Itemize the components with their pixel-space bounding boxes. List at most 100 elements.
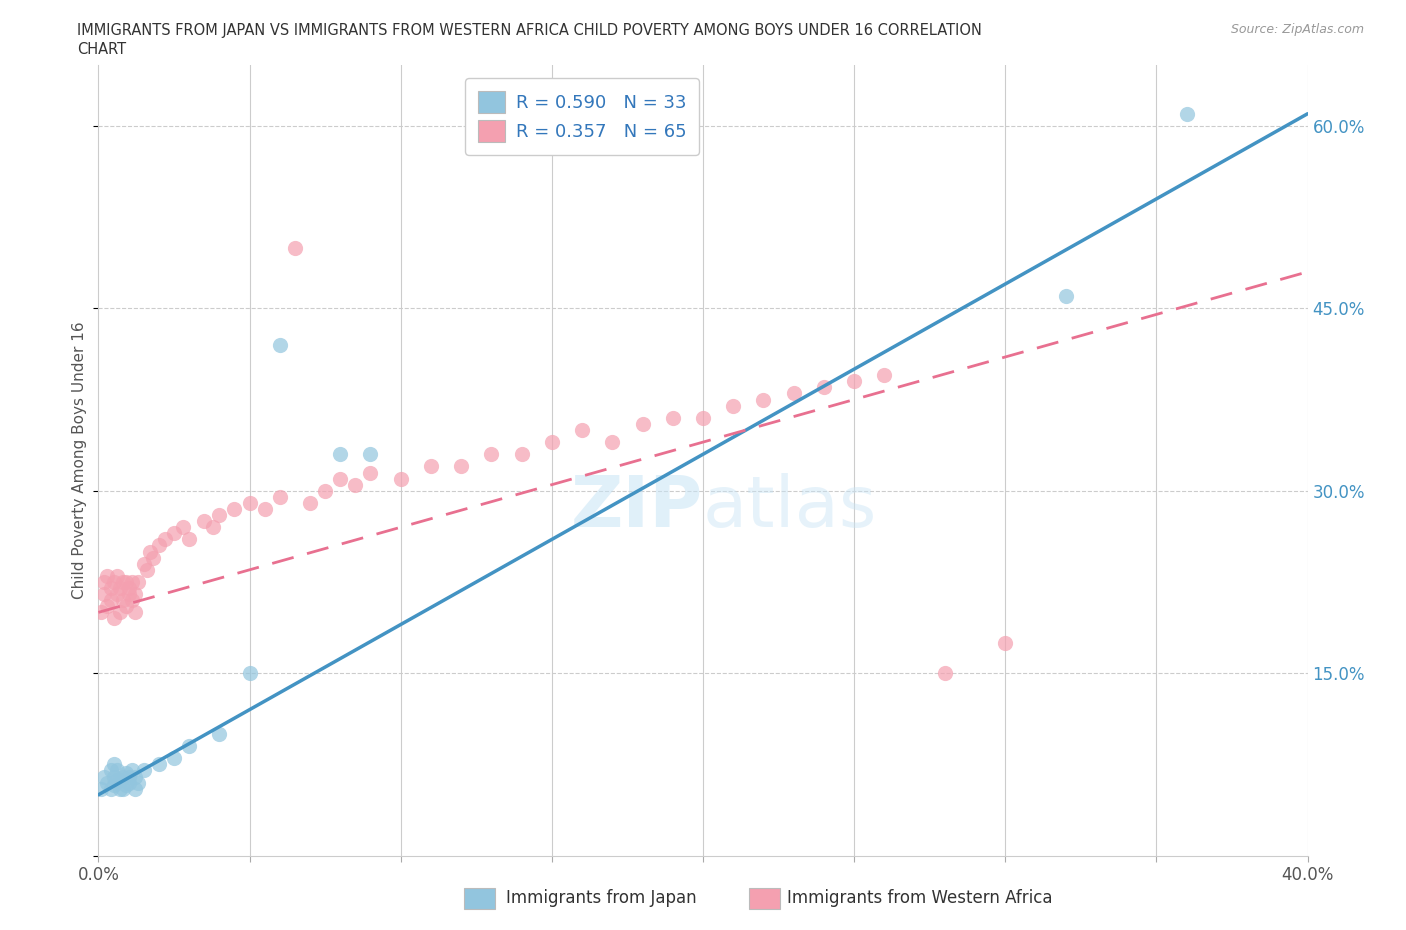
Text: Source: ZipAtlas.com: Source: ZipAtlas.com (1230, 23, 1364, 36)
Point (114, 575, 136, 590)
Point (105, 568, 128, 583)
Point (135, 563, 157, 578)
Point (661, 410, 683, 425)
Point (329, 446, 352, 461)
Point (360, 465, 382, 480)
Point (344, 477, 367, 492)
Point (127, 575, 149, 590)
Point (783, 386, 806, 401)
Point (108, 604, 131, 619)
Point (299, 496, 322, 511)
Point (100, 580, 122, 595)
Point (124, 587, 146, 602)
Point (481, 446, 503, 461)
Point (105, 773, 128, 788)
Point (813, 380, 835, 395)
Point (111, 592, 134, 607)
Point (124, 604, 146, 619)
Point (202, 520, 225, 535)
Point (96, 568, 118, 583)
Text: atlas: atlas (703, 473, 877, 542)
Point (127, 776, 149, 790)
Point (752, 392, 775, 407)
Point (193, 513, 215, 528)
Point (269, 489, 291, 504)
Point (420, 459, 443, 474)
Point (118, 776, 141, 790)
Point (602, 434, 624, 449)
Point (111, 769, 134, 784)
Point (90, 781, 112, 796)
Point (93, 769, 115, 784)
Point (253, 501, 276, 516)
Point (121, 575, 143, 590)
Point (100, 592, 122, 607)
Point (103, 611, 125, 626)
Legend: R = 0.590   N = 33, R = 0.357   N = 65: R = 0.590 N = 33, R = 0.357 N = 65 (465, 78, 699, 154)
Point (934, 666, 956, 681)
Point (329, 472, 352, 486)
Point (103, 575, 125, 590)
Point (93, 587, 115, 602)
Point (148, 757, 170, 772)
Point (163, 751, 186, 765)
Text: ZIP: ZIP (571, 473, 703, 542)
Point (114, 777, 136, 792)
Point (179, 532, 201, 547)
Point (105, 587, 128, 602)
Point (284, 240, 307, 255)
Point (124, 781, 146, 796)
Y-axis label: Child Poverty Among Boys Under 16: Child Poverty Among Boys Under 16 (72, 322, 87, 599)
Point (844, 374, 866, 389)
Point (114, 765, 136, 780)
Point (224, 501, 246, 516)
Point (314, 484, 336, 498)
Point (132, 556, 155, 571)
Point (121, 592, 143, 607)
Point (103, 769, 125, 784)
Point (208, 726, 231, 741)
Point (1054, 288, 1077, 303)
Point (108, 580, 131, 595)
Point (118, 587, 141, 602)
Point (172, 520, 194, 535)
Text: Immigrants from Western Africa: Immigrants from Western Africa (787, 889, 1053, 907)
Point (571, 422, 593, 437)
Point (163, 525, 186, 540)
Point (994, 635, 1017, 650)
Point (108, 773, 131, 788)
Point (96, 599, 118, 614)
Point (108, 781, 131, 796)
Point (111, 575, 134, 590)
Point (118, 580, 141, 595)
Point (93, 575, 115, 590)
Point (114, 599, 136, 614)
Point (631, 417, 654, 432)
Point (208, 508, 231, 523)
Text: IMMIGRANTS FROM JAPAN VS IMMIGRANTS FROM WESTERN AFRICA CHILD POVERTY AMONG BOYS: IMMIGRANTS FROM JAPAN VS IMMIGRANTS FROM… (77, 23, 983, 38)
Point (96, 776, 118, 790)
Point (723, 398, 745, 413)
Point (510, 446, 533, 461)
Point (692, 410, 714, 425)
Point (389, 472, 412, 486)
Point (360, 446, 382, 461)
Point (148, 538, 170, 553)
Point (100, 781, 122, 796)
Point (118, 769, 141, 784)
Point (111, 781, 134, 796)
Point (873, 367, 896, 382)
Point (100, 763, 122, 777)
Point (124, 769, 146, 784)
Point (90, 604, 112, 619)
Point (139, 544, 162, 559)
Text: CHART: CHART (77, 42, 127, 57)
Text: Immigrants from Japan: Immigrants from Japan (506, 889, 697, 907)
Point (1175, 106, 1198, 121)
Point (153, 532, 176, 547)
Point (450, 459, 472, 474)
Point (179, 738, 201, 753)
Point (239, 496, 262, 511)
Point (540, 434, 562, 449)
Point (269, 338, 291, 352)
